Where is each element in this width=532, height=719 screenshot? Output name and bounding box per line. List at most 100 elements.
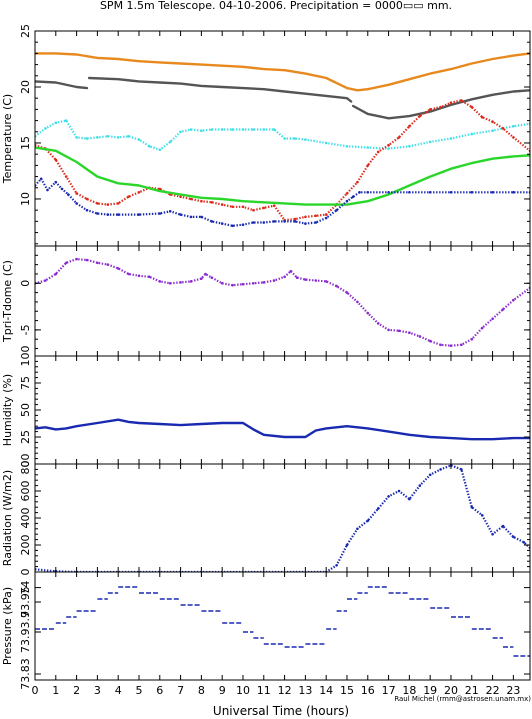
data-point [85, 208, 89, 212]
data-point [428, 191, 432, 194]
panel-frame [34, 245, 531, 357]
y-axis-label: Radiation (W/m2) [1, 470, 14, 566]
series-tpri-0 [35, 257, 530, 348]
data-point [252, 221, 255, 224]
data-point [241, 205, 245, 209]
data-point [106, 135, 110, 138]
data-point [356, 527, 359, 531]
x-tick-label: 0 [32, 684, 39, 697]
y-tick-label: 25 [19, 24, 32, 38]
data-point [439, 468, 442, 471]
x-tick-label: 2 [73, 684, 80, 697]
data-point [491, 317, 494, 321]
series-line [87, 76, 353, 103]
series-line [35, 418, 530, 441]
data-point [168, 140, 172, 144]
data-point [293, 220, 297, 223]
data-point [480, 514, 484, 517]
data-point [179, 130, 182, 134]
series-dotted-line [35, 177, 530, 227]
data-point [314, 279, 318, 282]
data-point [460, 468, 463, 471]
author-credit: Raul Michel (rmm@astrosen.unam.mx) [394, 695, 531, 703]
data-point [293, 217, 297, 221]
data-point [75, 136, 78, 139]
data-point [366, 191, 370, 194]
data-point [272, 220, 276, 223]
data-point [85, 258, 89, 262]
data-point [387, 147, 390, 150]
data-point [470, 191, 474, 194]
data-point [324, 213, 328, 216]
data-point [387, 495, 390, 498]
data-point [470, 132, 474, 136]
data-point [137, 191, 141, 194]
x-tick-label: 4 [115, 684, 122, 697]
y-tick-label: 600 [19, 481, 32, 502]
data-point [231, 128, 234, 131]
data-point [137, 213, 141, 216]
data-point [85, 197, 89, 201]
x-axis-ticks: 0 1 2 3 4 5 6 7 8 9 10 11 12 13 14 15 16 17 18 19 20 21 22 23 [32, 684, 521, 697]
series-line [35, 52, 530, 92]
data-point [356, 180, 359, 184]
data-point [480, 326, 484, 330]
data-point [408, 331, 411, 335]
data-point [501, 524, 505, 528]
x-tick-label: 13 [298, 684, 312, 697]
y-tick-label: 100 [19, 346, 32, 367]
x-tick-label: 17 [382, 684, 396, 697]
series-temperature-7 [35, 177, 530, 228]
data-point [127, 272, 130, 276]
data-point [67, 193, 70, 196]
data-point [116, 267, 120, 270]
y-tick-label: 75 [19, 376, 32, 390]
x-tick-label: 14 [319, 684, 333, 697]
y-tick-label: 25 [19, 430, 32, 444]
data-point [358, 191, 361, 194]
data-point [512, 124, 515, 128]
data-point [200, 129, 203, 132]
data-point [449, 191, 453, 194]
data-point [304, 138, 307, 141]
data-point [204, 272, 207, 276]
x-tick-label: 18 [402, 684, 416, 697]
data-point [116, 213, 120, 216]
series-dotted-line [35, 464, 530, 572]
data-point [54, 158, 58, 162]
panel-frame [34, 571, 531, 681]
data-point [75, 192, 78, 195]
data-point [231, 224, 234, 228]
data-point [491, 532, 494, 536]
data-point [397, 489, 401, 493]
data-point [366, 164, 370, 167]
data-point [335, 564, 338, 567]
y-tick-label: 800 [19, 454, 32, 475]
data-point [408, 124, 411, 128]
data-point [283, 275, 286, 279]
panel-frame [34, 355, 531, 465]
data-point [304, 222, 307, 225]
data-point [54, 121, 58, 125]
data-point [522, 541, 526, 544]
data-point [324, 216, 328, 220]
data-point [127, 135, 130, 138]
data-point [366, 146, 370, 149]
data-point [428, 108, 432, 111]
data-point [220, 222, 224, 225]
series-line [352, 89, 530, 120]
data-point [158, 148, 162, 151]
panel-humidity: 0 25 50 75 100 Humidity (%) [1, 346, 531, 468]
data-point [64, 175, 68, 178]
data-point [189, 215, 193, 219]
data-point [262, 281, 266, 284]
series-humidity-0 [35, 418, 530, 441]
data-point [64, 261, 68, 265]
data-point [449, 137, 453, 140]
series-temperature-4 [35, 119, 530, 151]
data-point [324, 141, 328, 145]
data-point [324, 280, 328, 283]
data-point [283, 220, 286, 223]
